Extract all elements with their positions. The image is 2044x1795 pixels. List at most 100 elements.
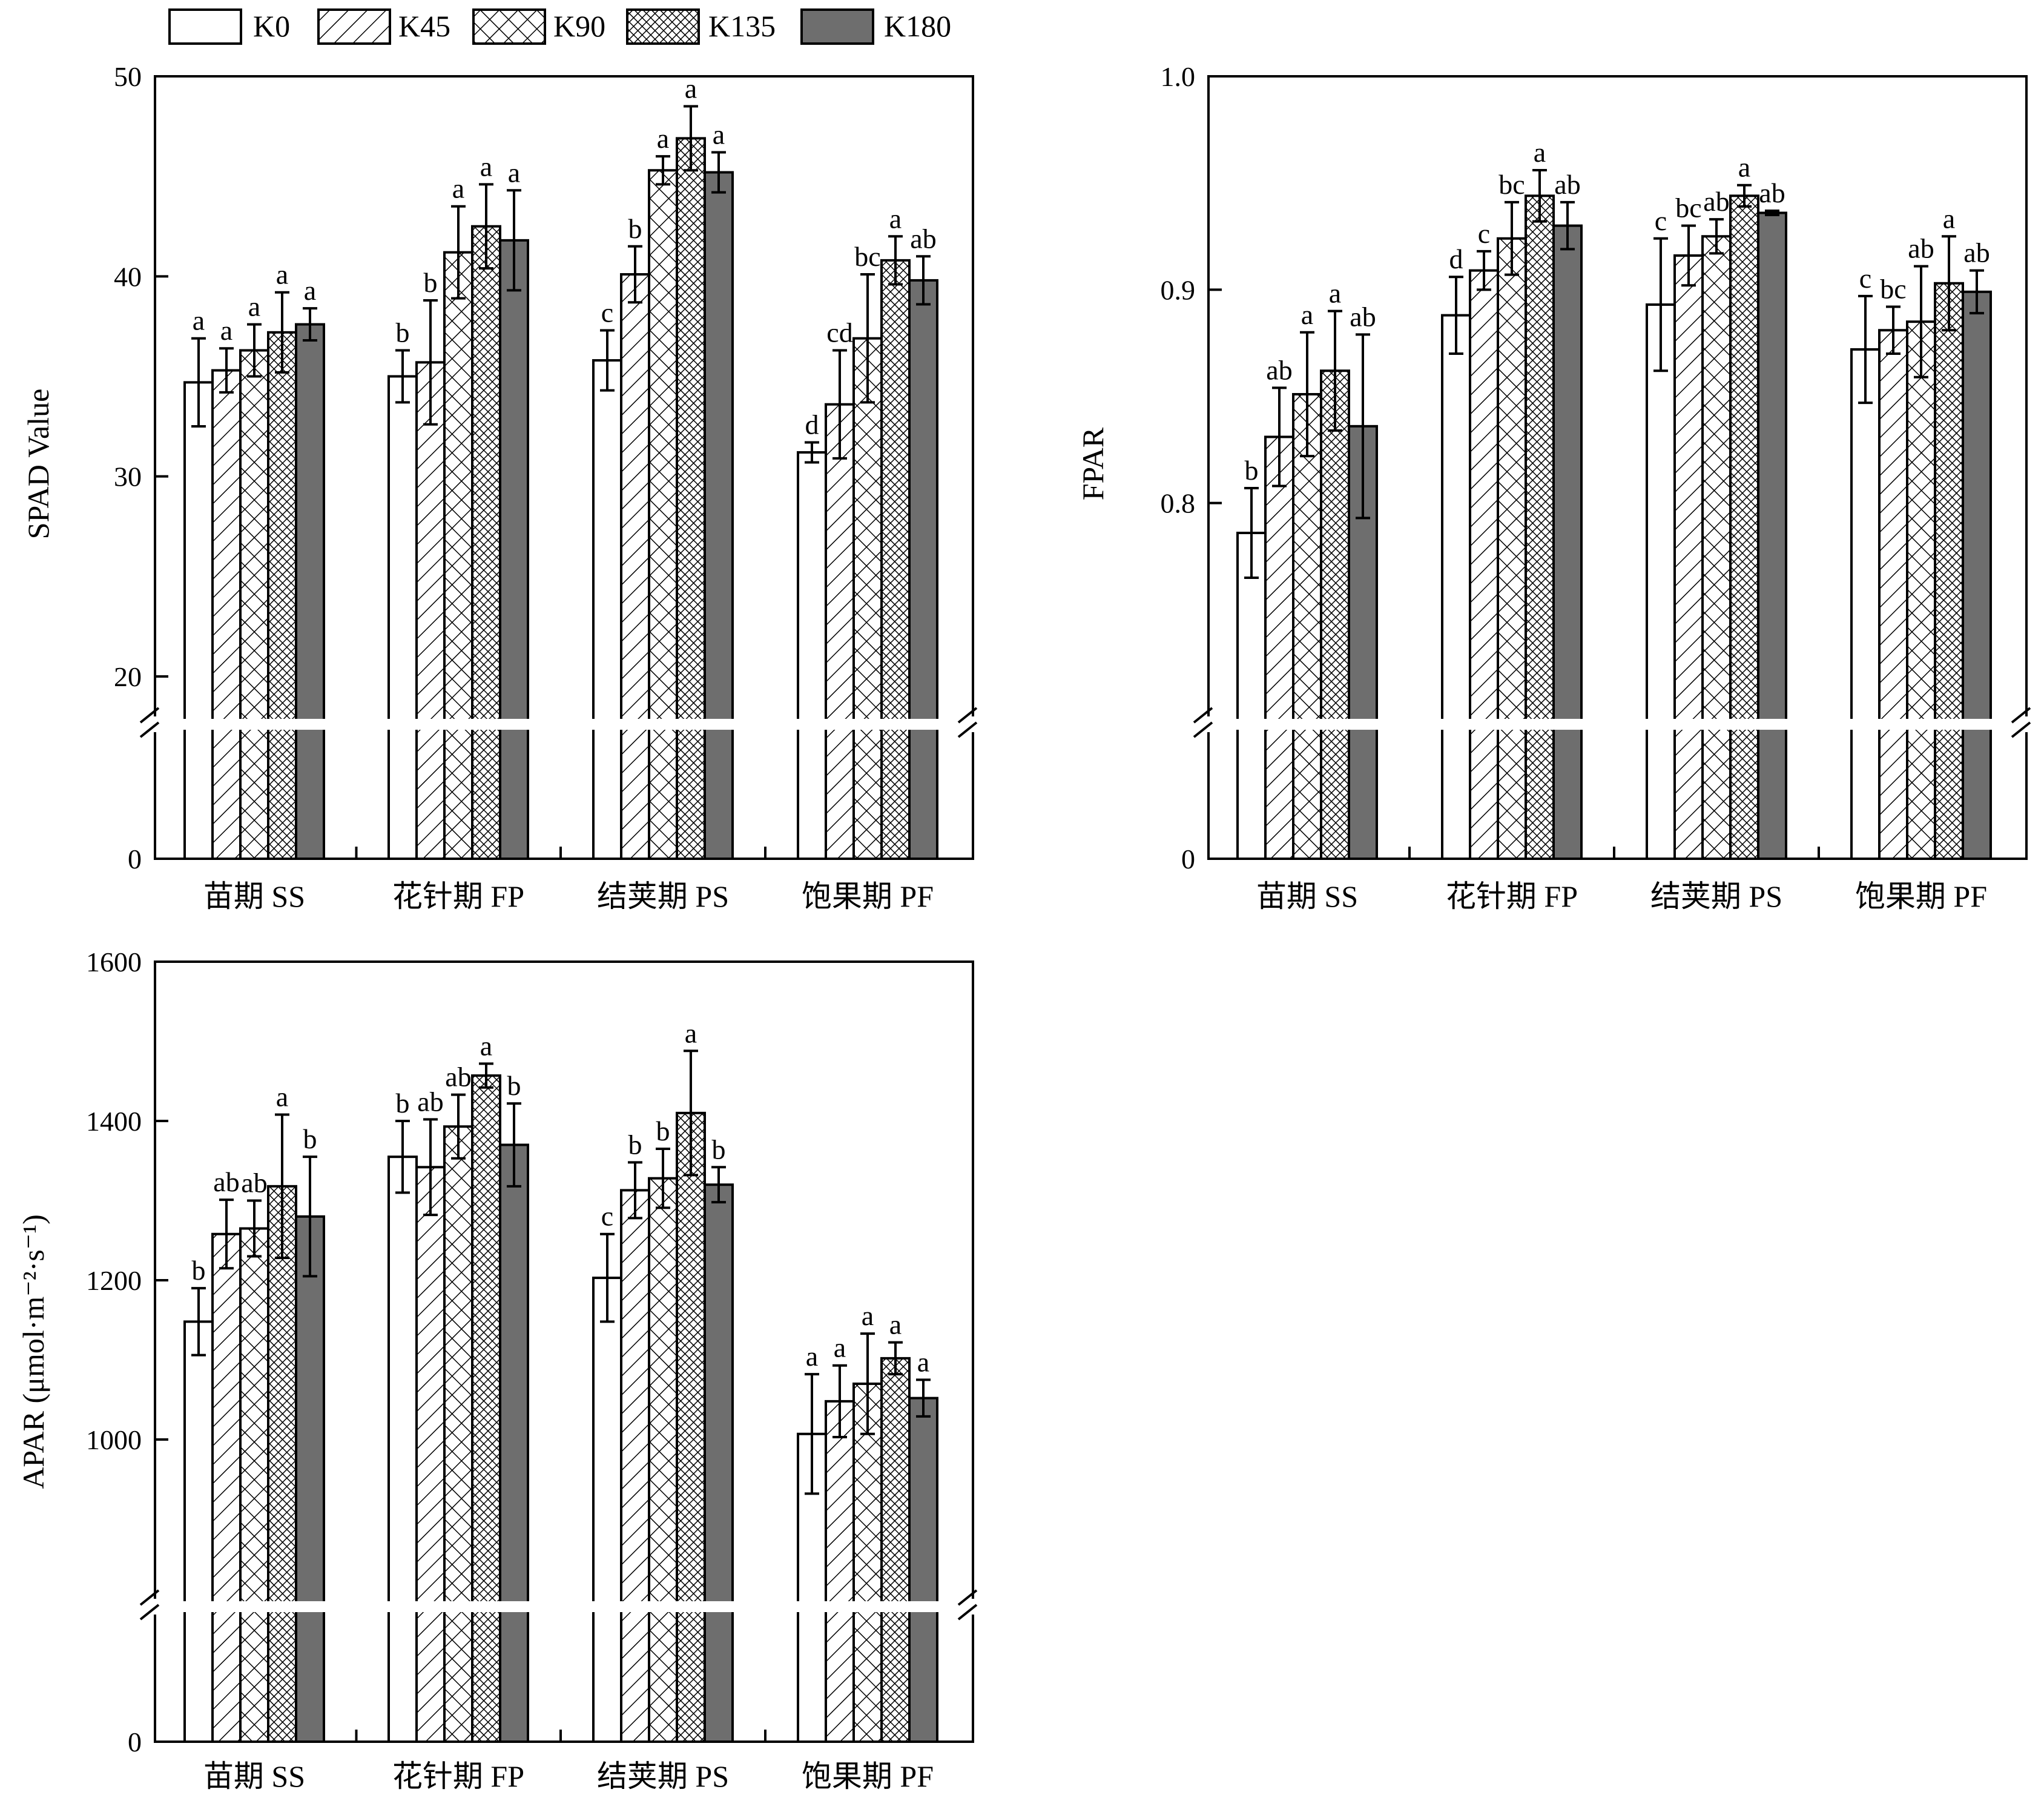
significance-letter-fp-k0: b xyxy=(396,1088,410,1119)
significance-letter-ps-k135: a xyxy=(1738,152,1750,183)
category-label-ss: 苗期 SS xyxy=(203,1759,305,1793)
bar-ps-k0 xyxy=(592,1277,622,1743)
bar-ps-k90 xyxy=(1701,235,1732,860)
y-tick-label: 20 xyxy=(114,661,142,692)
bar-pf-k180 xyxy=(908,279,938,860)
error-bar-fp-k90 xyxy=(1505,200,1519,276)
error-bar-fp-k0 xyxy=(395,349,410,404)
y-tick-label: 1400 xyxy=(86,1106,142,1137)
significance-letter-pf-k0: a xyxy=(806,1341,818,1372)
significance-letter-ps-k45: b xyxy=(628,1129,642,1160)
significance-letter-ss-k90: a xyxy=(1301,299,1313,330)
bar-ps-k135 xyxy=(1729,194,1759,861)
error-bar-ps-k0 xyxy=(600,1232,615,1323)
error-bar-ss-k90 xyxy=(247,1199,262,1258)
axis-break-mark-right xyxy=(957,707,978,738)
bar-ps-k180 xyxy=(1757,211,1787,861)
bar-ss-k135 xyxy=(267,331,297,860)
bar-fp-k0 xyxy=(387,375,418,860)
category-label-pf: 饱果期 PF xyxy=(802,1759,934,1793)
y-tick-label: 30 xyxy=(114,461,142,492)
error-bar-ss-k135 xyxy=(275,291,289,374)
error-bar-fp-k45 xyxy=(1477,250,1491,291)
legend-item-k180: K180 xyxy=(800,8,951,45)
axis-break-mark-right xyxy=(957,1589,978,1621)
y-tick: 0.8 xyxy=(1161,488,1222,519)
category-label-ss: 苗期 SS xyxy=(203,879,305,913)
significance-letter-pf-k135: a xyxy=(889,203,902,234)
category-label-fp: 花针期 FP xyxy=(392,1759,524,1793)
significance-letter-pf-k90: a xyxy=(862,1300,874,1331)
error-bar-fp-k90 xyxy=(451,1093,466,1160)
bar-ss-k0 xyxy=(1236,531,1267,860)
legend-label-k0: K0 xyxy=(253,9,290,43)
error-bar-pf-k90 xyxy=(1914,265,1928,379)
y-tick-label: 1000 xyxy=(86,1424,142,1455)
bar-fp-k45 xyxy=(415,361,446,860)
y-tick: 1000 xyxy=(86,1424,168,1455)
legend-item-k45: K45 xyxy=(317,8,450,45)
legend-swatch-k180 xyxy=(800,8,874,45)
error-bar-pf-k45 xyxy=(832,1364,847,1439)
plot-frame-upper xyxy=(154,75,974,716)
axis-break-mark-left xyxy=(1193,707,1213,738)
error-bar-ps-k45 xyxy=(628,245,642,304)
plot-frame-lower xyxy=(154,1615,974,1743)
significance-letter-pf-k0: c xyxy=(1859,263,1871,294)
error-bar-ps-k180 xyxy=(711,151,726,194)
error-bar-ss-k135 xyxy=(1328,309,1342,432)
bar-ps-k180 xyxy=(704,1183,734,1743)
significance-letter-ss-k135: a xyxy=(276,259,288,290)
significance-letter-pf-k180: a xyxy=(917,1346,929,1377)
error-bar-ss-k90 xyxy=(1300,331,1314,458)
bar-ss-k180 xyxy=(295,323,325,860)
error-bar-pf-k0 xyxy=(1858,294,1873,405)
error-bar-ss-k0 xyxy=(191,337,206,428)
bar-ps-k0 xyxy=(1646,303,1676,861)
error-bar-pf-k0 xyxy=(805,441,819,464)
bar-pf-k135 xyxy=(880,259,911,860)
axis-break-mark-right xyxy=(2011,707,2031,738)
y-axis-label: SPAD Value xyxy=(21,389,55,540)
significance-letter-fp-k180: a xyxy=(508,157,520,188)
error-bar-ss-k135 xyxy=(275,1113,289,1260)
bar-fp-k135 xyxy=(1525,194,1555,861)
error-bar-fp-k45 xyxy=(423,299,438,426)
significance-letter-fp-k90: bc xyxy=(1498,169,1525,200)
category-label-ps: 结荚期 PS xyxy=(1650,879,1782,913)
y-tick: 30 xyxy=(114,461,168,492)
y-tick-label: 1.0 xyxy=(1161,61,1196,92)
significance-letter-fp-k135: a xyxy=(1534,137,1546,168)
bar-fp-k180 xyxy=(499,1143,529,1743)
legend: K0 K45 K90 K135 K180 xyxy=(168,8,951,45)
y-tick: 1200 xyxy=(86,1265,168,1296)
error-bar-ss-k45 xyxy=(219,347,234,394)
y-tick-zero: 0 xyxy=(128,844,168,874)
error-bar-ps-k135 xyxy=(684,105,698,172)
error-bar-fp-k180 xyxy=(507,1102,521,1188)
significance-letter-ss-k90: ab xyxy=(241,1168,267,1198)
bar-ps-k45 xyxy=(620,273,650,860)
legend-label-k90: K90 xyxy=(553,9,605,43)
category-label-ss: 苗期 SS xyxy=(1256,879,1358,913)
y-tick-label: 0.8 xyxy=(1161,488,1196,519)
category-label-fp: 花针期 FP xyxy=(392,879,524,913)
error-bar-ps-k0 xyxy=(600,329,615,392)
bar-fp-k0 xyxy=(1441,314,1471,860)
bar-fp-k90 xyxy=(443,1125,473,1743)
error-bar-ps-k90 xyxy=(656,1148,670,1209)
legend-label-k180: K180 xyxy=(884,9,951,43)
error-bar-ps-k45 xyxy=(628,1161,642,1220)
y-tick: 50 xyxy=(114,61,168,92)
bar-fp-k135 xyxy=(471,1074,501,1743)
error-bar-fp-k0 xyxy=(395,1120,410,1194)
significance-letter-pf-k180: ab xyxy=(1963,237,1990,268)
significance-letter-pf-k0: d xyxy=(805,409,819,440)
bar-pf-k135 xyxy=(1934,282,1964,861)
category-label-ps: 结荚期 PS xyxy=(597,879,729,913)
significance-letter-fp-k0: b xyxy=(396,317,410,348)
bar-fp-k90 xyxy=(1497,237,1527,861)
error-bar-ps-k45 xyxy=(1681,224,1696,287)
error-bar-ss-k45 xyxy=(219,1198,234,1270)
